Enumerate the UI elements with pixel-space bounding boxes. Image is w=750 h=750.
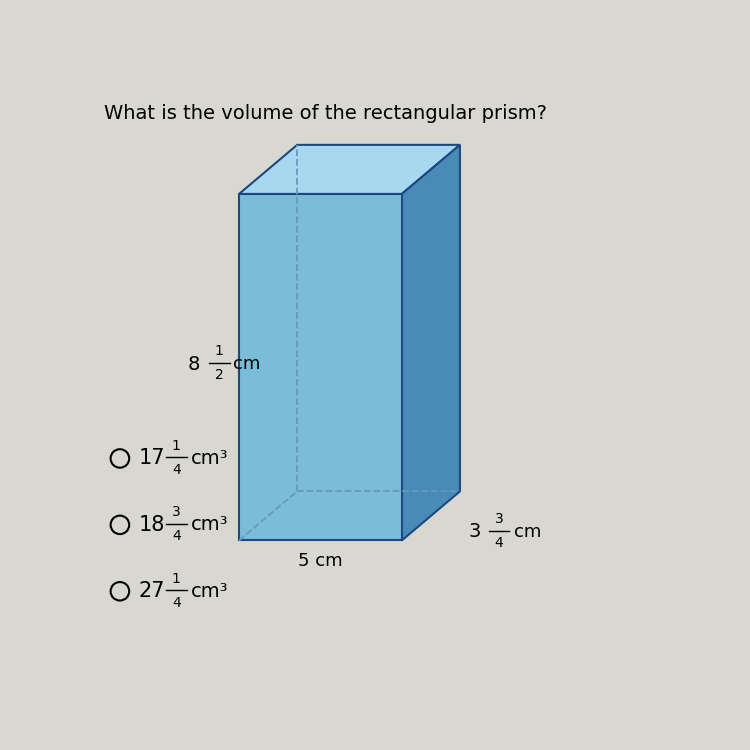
Text: 8: 8 — [188, 355, 200, 374]
Text: cm³: cm³ — [190, 449, 228, 468]
Text: cm³: cm³ — [190, 515, 228, 534]
Text: What is the volume of the rectangular prism?: What is the volume of the rectangular pr… — [104, 104, 548, 124]
Text: cm: cm — [233, 356, 261, 374]
Text: 1: 1 — [172, 439, 181, 453]
Polygon shape — [239, 194, 402, 541]
Text: 3: 3 — [494, 512, 503, 526]
Text: 4: 4 — [172, 530, 181, 544]
Text: cm³: cm³ — [190, 582, 228, 601]
Text: 3: 3 — [469, 522, 481, 542]
Text: 3: 3 — [172, 506, 181, 519]
Polygon shape — [402, 145, 460, 541]
Text: 17: 17 — [139, 448, 165, 469]
Text: 1: 1 — [172, 572, 181, 586]
Text: 2: 2 — [215, 368, 223, 382]
Text: 18: 18 — [139, 514, 165, 535]
Text: 1: 1 — [214, 344, 223, 358]
Polygon shape — [239, 145, 460, 194]
Text: 27: 27 — [139, 581, 165, 602]
Text: 4: 4 — [172, 596, 181, 610]
Text: 4: 4 — [494, 536, 503, 550]
Text: 5 cm: 5 cm — [298, 552, 343, 570]
Text: 4: 4 — [172, 463, 181, 477]
Text: cm: cm — [514, 523, 542, 541]
